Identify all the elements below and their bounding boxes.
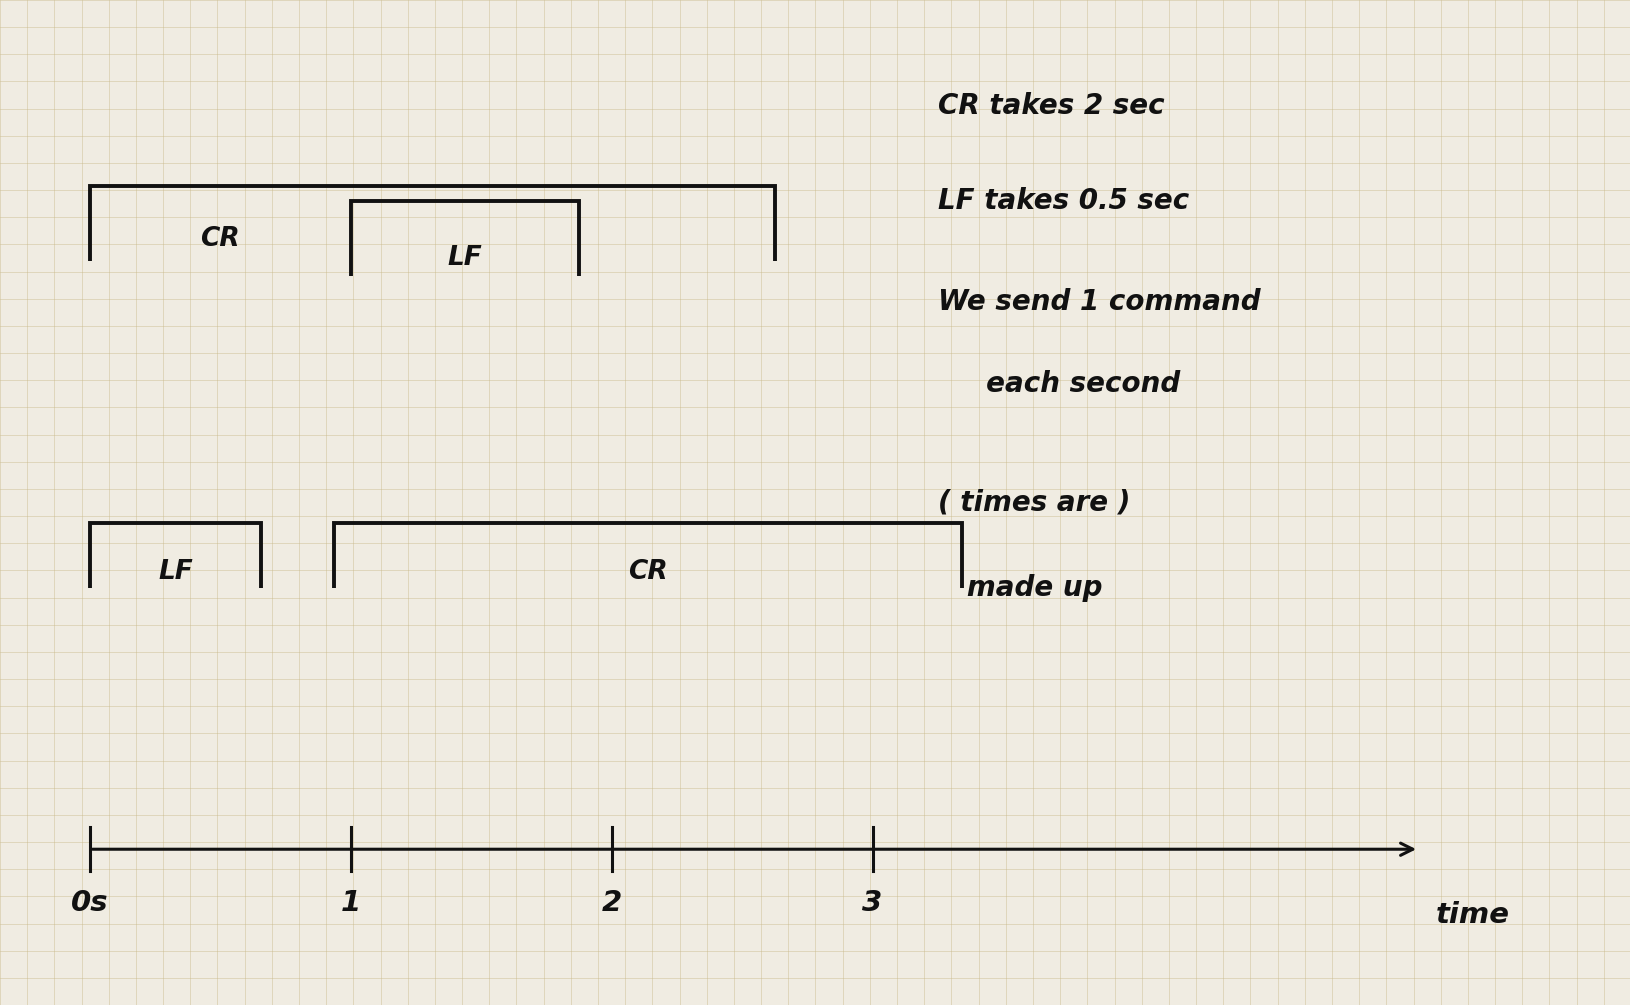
Text: 2: 2 [601, 889, 621, 918]
Text: 1: 1 [341, 889, 360, 918]
Text: ( times are ): ( times are ) [937, 488, 1130, 517]
Text: each second: each second [937, 370, 1180, 398]
Text: LF: LF [158, 559, 192, 585]
Text: 0s: 0s [70, 889, 109, 918]
Text: CR: CR [628, 559, 668, 585]
Text: 3: 3 [862, 889, 882, 918]
Text: CR: CR [200, 226, 240, 251]
Text: LF takes 0.5 sec: LF takes 0.5 sec [937, 187, 1188, 215]
Text: time: time [1434, 901, 1508, 930]
Text: CR takes 2 sec: CR takes 2 sec [937, 91, 1164, 120]
Text: We send 1 command: We send 1 command [937, 287, 1260, 316]
Text: made up: made up [937, 574, 1102, 602]
Text: LF: LF [447, 244, 482, 270]
